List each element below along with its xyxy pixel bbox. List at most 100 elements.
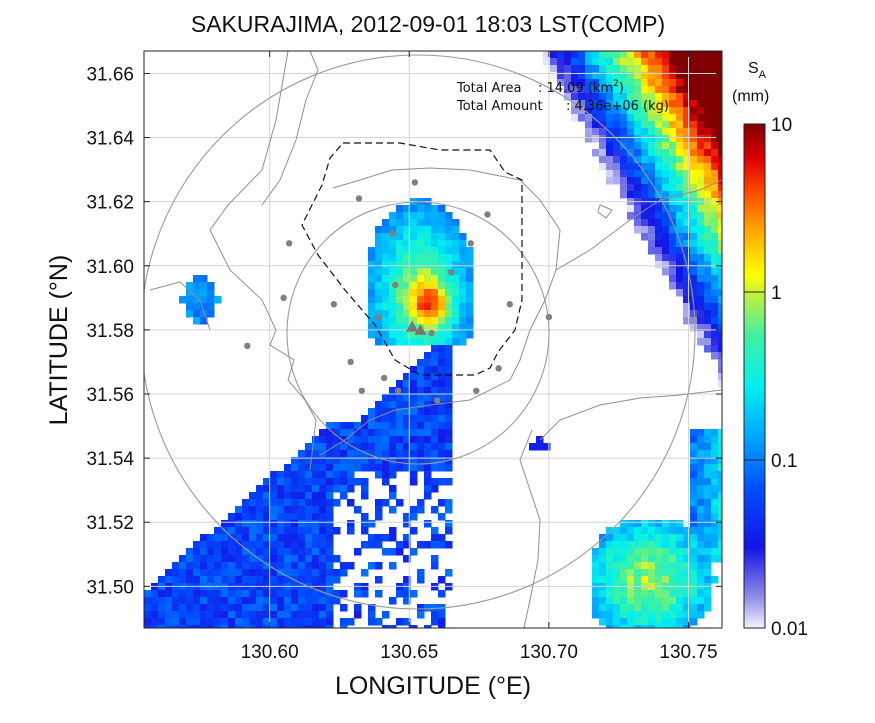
heatmap-cell bbox=[697, 219, 705, 227]
heatmap-cell bbox=[704, 142, 712, 150]
heatmap-cell bbox=[326, 562, 334, 570]
heatmap-cell bbox=[235, 590, 243, 598]
heatmap-cell bbox=[683, 569, 691, 577]
heatmap-cell bbox=[445, 443, 453, 451]
heatmap-cell bbox=[242, 513, 250, 521]
heatmap-cell bbox=[620, 86, 628, 94]
heatmap-cell bbox=[368, 415, 376, 423]
heatmap-cell bbox=[375, 282, 383, 290]
heatmap-cell bbox=[249, 576, 257, 584]
heatmap-cell bbox=[438, 590, 446, 598]
heatmap-cell bbox=[627, 611, 635, 619]
heatmap-cell bbox=[718, 79, 722, 87]
heatmap-cell bbox=[718, 310, 722, 318]
heatmap-cell bbox=[578, 58, 586, 66]
heatmap-cell bbox=[333, 450, 341, 458]
heatmap-cell bbox=[298, 541, 306, 549]
heatmap-cell bbox=[634, 191, 642, 199]
heatmap-cell bbox=[613, 114, 621, 122]
heatmap-cell bbox=[599, 72, 607, 80]
heatmap-cell bbox=[676, 135, 684, 143]
heatmap-cell bbox=[676, 247, 684, 255]
heatmap-cell bbox=[221, 625, 229, 628]
heatmap-cell bbox=[193, 590, 201, 598]
heatmap-cell bbox=[284, 527, 292, 535]
heatmap-cell bbox=[704, 205, 712, 213]
heatmap-cell bbox=[655, 128, 663, 136]
heatmap-cell bbox=[711, 296, 719, 304]
heatmap-cell bbox=[263, 534, 271, 542]
heatmap-cell bbox=[431, 429, 439, 437]
heatmap-cell bbox=[382, 422, 390, 430]
heatmap-cell bbox=[711, 499, 719, 507]
heatmap-cell bbox=[277, 604, 285, 612]
heatmap-cell bbox=[382, 240, 390, 248]
heatmap-cell bbox=[396, 205, 404, 213]
heatmap-cell bbox=[613, 597, 621, 605]
heatmap-cell bbox=[445, 240, 453, 248]
heatmap-cell bbox=[368, 296, 376, 304]
heatmap-cell bbox=[648, 611, 656, 619]
heatmap-cell bbox=[627, 527, 635, 535]
heatmap-cell bbox=[592, 79, 600, 87]
heatmap-cell bbox=[613, 604, 621, 612]
heatmap-cell bbox=[704, 464, 712, 472]
heatmap-cell bbox=[697, 86, 705, 94]
heatmap-cell bbox=[410, 240, 418, 248]
heatmap-cell bbox=[326, 513, 334, 521]
heatmap-cell bbox=[263, 520, 271, 528]
heatmap-cell bbox=[711, 338, 719, 346]
heatmap-cell bbox=[410, 408, 418, 416]
heatmap-cell bbox=[284, 541, 292, 549]
heatmap-cell bbox=[634, 590, 642, 598]
heatmap-cell bbox=[648, 86, 656, 94]
heatmap-cell bbox=[585, 100, 593, 108]
heatmap-cell bbox=[599, 555, 607, 563]
heatmap-cell bbox=[620, 128, 628, 136]
heatmap-cell bbox=[669, 254, 677, 262]
heatmap-cell bbox=[606, 618, 614, 626]
heatmap-cell bbox=[417, 310, 425, 318]
heatmap-cell bbox=[697, 142, 705, 150]
heatmap-cell bbox=[592, 569, 600, 577]
heatmap-cell bbox=[599, 58, 607, 66]
heatmap-cell bbox=[361, 541, 369, 549]
heatmap-cell bbox=[697, 569, 705, 577]
heatmap-cell bbox=[368, 436, 376, 444]
heatmap-cell bbox=[256, 520, 264, 528]
heatmap-cell bbox=[256, 597, 264, 605]
heatmap-cell bbox=[235, 506, 243, 514]
heatmap-cell bbox=[606, 611, 614, 619]
heatmap-cell bbox=[690, 457, 698, 465]
heatmap-cell bbox=[711, 534, 719, 542]
heatmap-cell bbox=[466, 303, 474, 311]
heatmap-cell bbox=[389, 310, 397, 318]
heatmap-cell bbox=[403, 303, 411, 311]
heatmap-cell bbox=[424, 478, 432, 486]
heatmap-cell bbox=[424, 268, 432, 276]
heatmap-cell bbox=[221, 548, 229, 556]
heatmap-cell bbox=[669, 149, 677, 157]
heatmap-cell bbox=[235, 597, 243, 605]
heatmap-cell bbox=[648, 107, 656, 115]
heatmap-cell bbox=[627, 86, 635, 94]
heatmap-cell bbox=[361, 464, 369, 472]
heatmap-cell bbox=[347, 499, 355, 507]
heatmap-cell bbox=[704, 282, 712, 290]
heatmap-cell bbox=[417, 219, 425, 227]
heatmap-cell bbox=[305, 625, 313, 628]
heatmap-cell bbox=[683, 275, 691, 283]
heatmap-cell bbox=[431, 275, 439, 283]
heatmap-cell bbox=[424, 464, 432, 472]
heatmap-cell bbox=[662, 268, 670, 276]
heatmap-cell bbox=[431, 352, 439, 360]
station-markers bbox=[244, 179, 553, 404]
heatmap-cell bbox=[592, 51, 600, 59]
heatmap-cell bbox=[683, 51, 691, 59]
heatmap-cell bbox=[340, 625, 348, 628]
heatmap-cell bbox=[389, 247, 397, 255]
heatmap-cell bbox=[445, 478, 453, 486]
heatmap-cell bbox=[382, 324, 390, 332]
colorbar-tick-label: 10 bbox=[771, 115, 792, 136]
heatmap-cell bbox=[389, 429, 397, 437]
